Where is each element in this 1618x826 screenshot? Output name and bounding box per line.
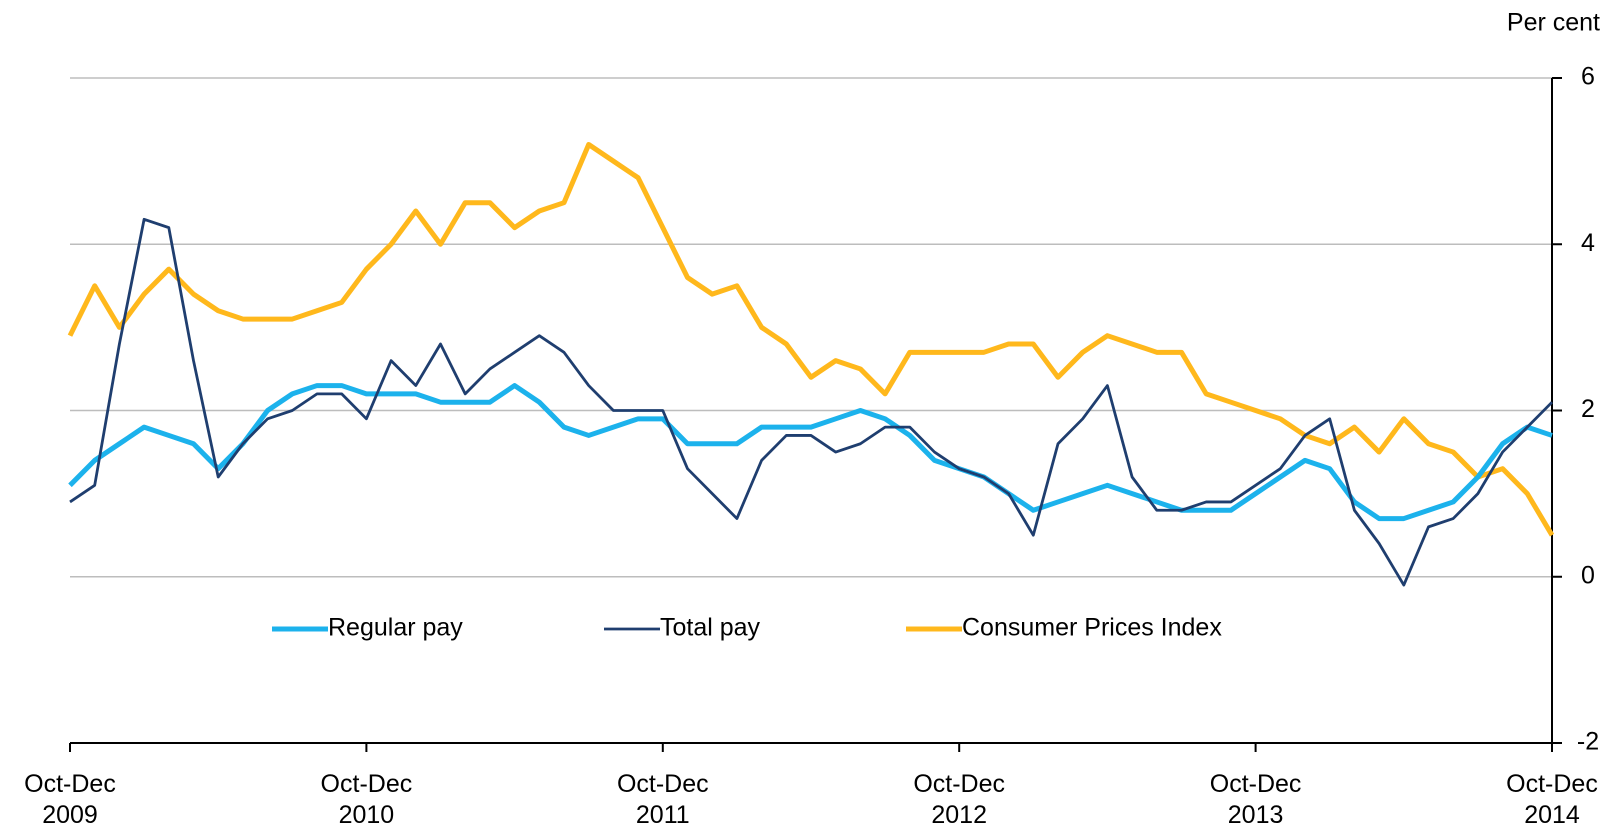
series-line [67,142,1555,537]
y-tick-label: -2 [1577,728,1599,756]
x-tick-label: Oct-Dec 2009 [24,770,116,826]
y-axis-label: Per cent [1507,9,1600,37]
series-line [69,217,1553,587]
series-line [68,383,1553,522]
y-tick-label: 6 [1581,63,1595,91]
x-tick-label: Oct-Dec 2011 [617,770,709,826]
legend-label: Regular pay [328,614,463,642]
y-tick-label: 2 [1581,395,1595,423]
x-tick-label: Oct-Dec 2012 [913,770,1005,826]
y-tick-label: 0 [1581,561,1595,589]
x-tick-label: Oct-Dec 2010 [321,770,413,826]
y-tick-label: 4 [1581,229,1595,257]
x-tick-label: Oct-Dec 2014 [1506,770,1598,826]
legend-label: Consumer Prices Index [962,614,1222,642]
legend-label: Total pay [660,614,761,642]
x-tick-label: Oct-Dec 2013 [1210,770,1302,826]
